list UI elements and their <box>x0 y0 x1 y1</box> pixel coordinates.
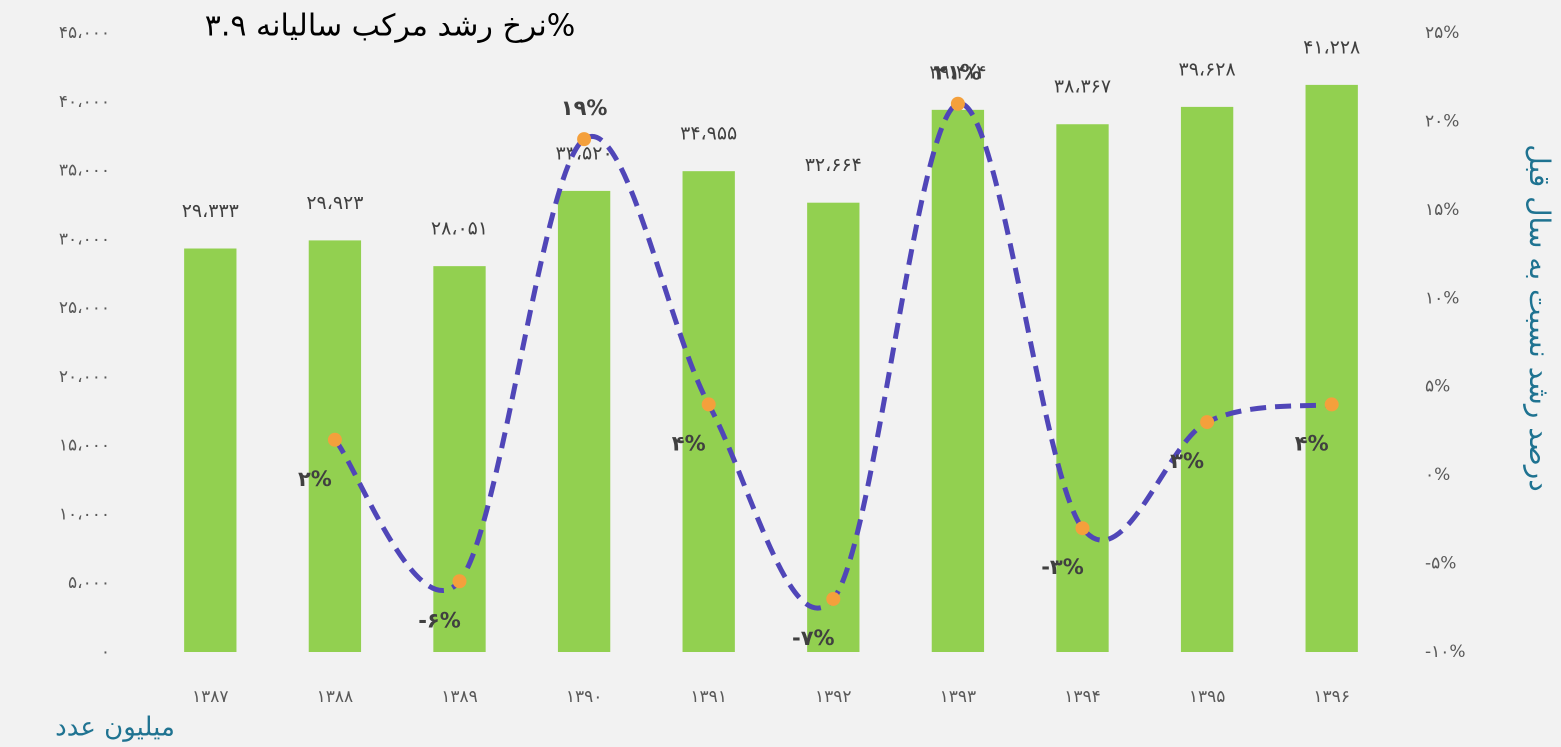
y-tick-label: ۳۰،۰۰۰ <box>59 229 110 249</box>
bar-value-label: ۲۹،۹۲۳ <box>306 192 363 214</box>
x-tick-label: ۱۳۹۳ <box>940 687 977 707</box>
growth-value-label: ۲% <box>298 467 332 491</box>
growth-value-label: ۴% <box>1295 431 1329 455</box>
y-tick-label: ۲۵،۰۰۰ <box>59 298 110 318</box>
bar <box>682 171 735 652</box>
bar-value-label: ۳۹،۴۱۴ <box>929 61 986 83</box>
bar-value-label: ۳۸،۳۶۷ <box>1054 76 1111 98</box>
x-tick-label: ۱۳۹۴ <box>1064 687 1101 707</box>
y2-axis-title: درصد رشد نسبت به سال قبل <box>1523 144 1556 492</box>
bar-value-label: ۳۳،۵۲۰ <box>556 142 613 164</box>
growth-marker <box>826 591 841 606</box>
y-tick-label: ۱۵،۰۰۰ <box>59 436 110 456</box>
bar <box>1180 106 1234 653</box>
bar <box>557 190 611 653</box>
growth-marker <box>950 96 965 111</box>
x-tick-label: ۱۳۸۸ <box>317 687 354 707</box>
x-tick-label: ۱۳۹۰ <box>566 687 603 707</box>
x-tick-label: ۱۳۸۹ <box>441 687 478 707</box>
y2-tick-label: ۰% <box>1425 465 1450 485</box>
bar <box>433 266 486 652</box>
growth-marker <box>577 132 592 147</box>
growth-marker <box>701 397 716 412</box>
y-tick-label: ۱۰،۰۰۰ <box>59 504 110 524</box>
x-tick-label: ۱۳۹۱ <box>690 687 727 707</box>
x-tick-label: ۱۳۹۲ <box>815 687 852 707</box>
y-tick-label: ۴۵،۰۰۰ <box>59 23 110 43</box>
bar <box>931 109 985 653</box>
bar <box>807 202 860 652</box>
y2-tick-label: ۱۵% <box>1425 200 1459 220</box>
y2-tick-label: ۲۵% <box>1425 23 1459 43</box>
growth-marker <box>452 574 467 589</box>
growth-value-label: -۷% <box>792 626 835 650</box>
x-tick-label: ۱۳۸۷ <box>192 687 229 707</box>
y2-tick-label: ۲۰% <box>1425 111 1459 131</box>
growth-marker <box>327 432 342 447</box>
y-axis-title: میلیون عدد <box>55 713 175 743</box>
bar-value-label: ۳۲،۶۶۴ <box>805 154 862 176</box>
growth-marker <box>1075 521 1090 536</box>
chart-title: نرخ رشد مرکب سالیانه ۳.۹% <box>205 9 575 44</box>
y-tick-label: ۰ <box>101 642 110 662</box>
y-tick-label: ۴۰،۰۰۰ <box>59 92 110 112</box>
y2-tick-label: -۱۰% <box>1425 642 1466 662</box>
growth-value-label: ۲۱% <box>935 61 982 85</box>
bar-value-label: ۳۴،۹۵۵ <box>680 123 737 145</box>
growth-value-label: ۱۹% <box>561 96 608 120</box>
growth-marker <box>1200 415 1215 430</box>
growth-value-label: ۴% <box>672 431 706 455</box>
y2-tick-label: ۱۰% <box>1425 288 1459 308</box>
y-tick-label: ۲۰،۰۰۰ <box>59 367 110 387</box>
bar <box>1305 84 1358 652</box>
y2-tick-label: -۵% <box>1425 554 1456 574</box>
x-tick-label: ۱۳۹۵ <box>1189 687 1226 707</box>
bar-value-label: ۲۸،۰۵۱ <box>431 218 488 240</box>
bar-value-label: ۳۹،۶۲۸ <box>1179 58 1236 80</box>
bar-value-label: ۴۱،۲۲۸ <box>1303 36 1360 58</box>
y-tick-label: ۵،۰۰۰ <box>68 573 110 593</box>
bar <box>1056 124 1109 652</box>
bar-value-label: ۲۹،۳۳۳ <box>182 200 239 222</box>
growth-value-label: -۶% <box>418 608 461 632</box>
growth-value-label: ۳% <box>1170 449 1204 473</box>
bar <box>184 248 237 652</box>
x-tick-label: ۱۳۹۶ <box>1313 687 1350 707</box>
y2-tick-label: ۵% <box>1425 377 1450 397</box>
growth-value-label: -۳% <box>1041 555 1084 579</box>
y-tick-label: ۳۵،۰۰۰ <box>59 161 110 181</box>
growth-marker <box>1324 397 1339 412</box>
